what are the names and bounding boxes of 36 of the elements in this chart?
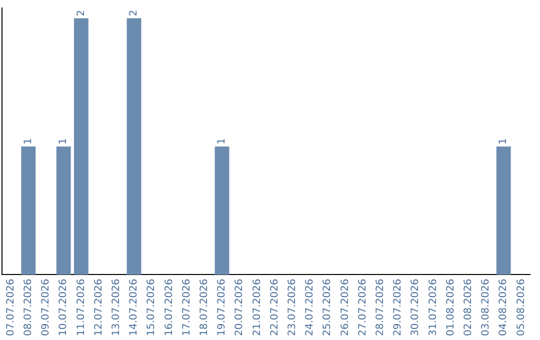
data-label: 1 (58, 138, 70, 144)
x-tick-label: 07.07.2026 (5, 278, 16, 336)
x-tick-label: 17.07.2026 (181, 278, 192, 336)
x-tick-label: 30.07.2026 (410, 278, 422, 336)
x-tick-label: 11.07.2026 (76, 278, 87, 336)
data-label: 1 (216, 138, 228, 144)
x-tick-label: 05.08.2026 (516, 278, 527, 336)
x-tick-label: 27.07.2026 (357, 278, 368, 336)
x-tick-label: 29.07.2026 (392, 278, 404, 336)
data-label: 1 (22, 138, 34, 144)
data-label: 2 (128, 10, 140, 16)
x-tick-label: 03.08.2026 (480, 278, 492, 336)
x-tick-label: 02.08.2026 (462, 278, 474, 336)
x-tick-label: 25.07.2026 (322, 278, 334, 336)
x-tick-label: 20.07.2026 (234, 278, 246, 336)
x-tick-label: 21.07.2026 (252, 278, 263, 336)
x-tick-label: 12.07.2026 (93, 278, 104, 336)
x-tick-label: 13.07.2026 (110, 278, 122, 336)
x-tick-label: 15.07.2026 (146, 278, 158, 336)
x-tick-label: 24.07.2026 (304, 278, 316, 336)
x-tick-label: 09.07.2026 (40, 278, 52, 336)
x-tick-label: 22.07.2026 (269, 278, 280, 336)
x-tick-label: 04.08.2026 (498, 278, 510, 336)
x-tick-label: 10.07.2026 (58, 278, 70, 336)
x-tick-label: 31.07.2026 (428, 278, 439, 336)
x-tick-label: 08.07.2026 (22, 278, 34, 336)
x-tick-label: 14.07.2026 (128, 278, 140, 336)
x-tick-label: 18.07.2026 (198, 278, 210, 336)
data-label: 2 (76, 10, 87, 16)
x-tick-label: 26.07.2026 (340, 278, 351, 336)
x-tick-label: 19.07.2026 (216, 278, 228, 336)
data-label: 1 (498, 138, 510, 144)
x-tick-label: 23.07.2026 (286, 278, 298, 336)
x-tick-label: 16.07.2026 (164, 278, 175, 336)
x-tick-label: 28.07.2026 (374, 278, 386, 336)
x-tick-label: 01.08.2026 (445, 278, 456, 336)
